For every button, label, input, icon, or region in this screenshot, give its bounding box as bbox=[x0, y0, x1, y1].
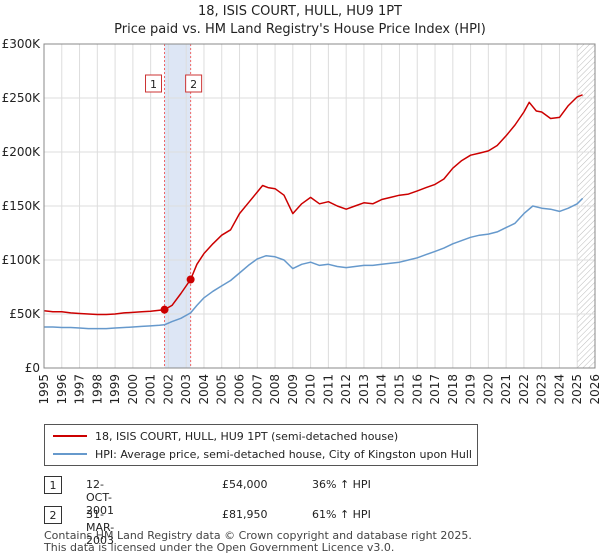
x-tick-label: 1997 bbox=[73, 374, 87, 405]
y-tick-label: £300K bbox=[2, 37, 42, 51]
chart-subtitle: Price paid vs. HM Land Registry's House … bbox=[114, 22, 486, 37]
x-tick-label: 2012 bbox=[339, 374, 353, 405]
footer: Contains HM Land Registry data © Crown c… bbox=[44, 530, 472, 554]
x-tick-label: 2019 bbox=[464, 374, 478, 405]
x-tick-label: 2024 bbox=[552, 374, 566, 405]
transaction-label: 2 bbox=[190, 78, 197, 91]
transaction-point bbox=[160, 305, 169, 314]
transaction-label-box bbox=[185, 74, 203, 93]
y-tick-label: £100K bbox=[2, 253, 42, 267]
transaction-price: £81,950 bbox=[222, 508, 268, 521]
transaction-label: 1 bbox=[150, 78, 157, 91]
plot-border bbox=[43, 43, 596, 369]
x-tick-label: 2018 bbox=[446, 374, 460, 405]
price-chart: £0 £50K £100K £150K £200K £250K £300K 1995 1996 1… bbox=[2, 37, 600, 405]
x-tick-label: 2009 bbox=[286, 374, 300, 405]
x-tick-label: 1998 bbox=[90, 374, 104, 405]
y-tick-label: £50K bbox=[9, 307, 41, 321]
footer-line-2: This data is licensed under the Open Gov… bbox=[44, 541, 395, 554]
x-tick-label: 2001 bbox=[144, 374, 158, 405]
x-tick-label: 2020 bbox=[481, 374, 495, 405]
x-tick-label: 2014 bbox=[375, 374, 389, 405]
transaction-number: 2 bbox=[44, 506, 62, 524]
x-tick-label: 2003 bbox=[179, 374, 193, 405]
x-tick-label: 2000 bbox=[126, 374, 140, 405]
transaction-date: 31-MAR-2003 bbox=[86, 508, 115, 547]
legend-price-label: 18, ISIS COURT, HULL, HU9 1PT (semi-deta… bbox=[95, 429, 399, 443]
x-tick-label: 2022 bbox=[517, 374, 531, 405]
legend-hpi-label: HPI: Average price, semi-detached house,… bbox=[95, 447, 472, 461]
legend-item-hpi: HPI: Average price, semi-detached house,… bbox=[53, 446, 472, 462]
x-tick-label: 2002 bbox=[161, 374, 175, 405]
x-tick-label: 2026 bbox=[588, 374, 600, 405]
legend-price-swatch bbox=[53, 435, 87, 437]
hpi-line bbox=[44, 197, 584, 330]
x-tick-label: 2015 bbox=[392, 374, 406, 405]
x-tick-label: 2008 bbox=[268, 374, 282, 405]
x-tick-label: 2016 bbox=[410, 374, 424, 405]
legend-hpi-swatch bbox=[53, 453, 87, 455]
transaction-hpi: 61% ↑ HPI bbox=[312, 508, 371, 521]
y-tick-label: £200K bbox=[2, 145, 42, 159]
y-tick-label: £0 bbox=[25, 361, 40, 375]
x-tick-label: 2007 bbox=[250, 374, 264, 405]
y-tick-label: £150K bbox=[2, 199, 42, 213]
x-tick-label: 2004 bbox=[197, 374, 211, 405]
x-tick-label: 2017 bbox=[428, 374, 442, 405]
transaction-label-box bbox=[145, 74, 163, 93]
x-tick-label: 2021 bbox=[499, 374, 513, 405]
transaction-hpi: 36% ↑ HPI bbox=[312, 478, 371, 491]
x-tick-label: 2011 bbox=[321, 374, 335, 405]
transaction-number: 1 bbox=[44, 476, 62, 494]
x-tick-label: 2005 bbox=[215, 374, 229, 405]
x-tick-label: 2010 bbox=[304, 374, 318, 405]
x-tick-label: 2006 bbox=[233, 374, 247, 405]
legend-item-price: 18, ISIS COURT, HULL, HU9 1PT (semi-deta… bbox=[53, 428, 398, 444]
footer-line-1: Contains HM Land Registry data © Crown c… bbox=[44, 529, 472, 542]
legend: 18, ISIS COURT, HULL, HU9 1PT (semi-deta… bbox=[44, 424, 478, 466]
x-tick-label: 2013 bbox=[357, 374, 371, 405]
transaction-price: £54,000 bbox=[222, 478, 268, 491]
price-paid-line bbox=[43, 94, 583, 316]
transaction-date: 12-OCT-2001 bbox=[86, 478, 114, 517]
chart-title: 18, ISIS COURT, HULL, HU9 1PT bbox=[197, 4, 402, 19]
x-tick-label: 1999 bbox=[108, 374, 122, 405]
transaction-point bbox=[186, 275, 195, 284]
x-tick-label: 1996 bbox=[55, 374, 69, 405]
x-tick-label: 1995 bbox=[37, 374, 51, 405]
x-tick-label: 2023 bbox=[535, 374, 549, 405]
x-tick-label: 2025 bbox=[570, 374, 584, 405]
y-tick-label: £250K bbox=[2, 91, 42, 105]
